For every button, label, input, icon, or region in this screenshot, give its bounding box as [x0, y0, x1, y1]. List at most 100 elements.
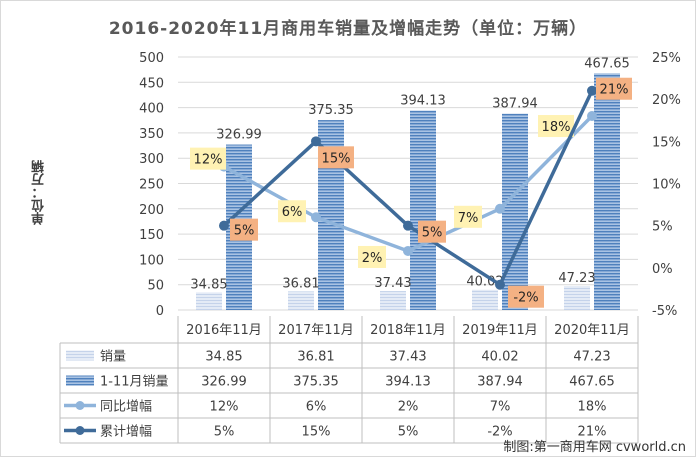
cumulative-growth-label-box [230, 218, 258, 241]
yoy-growth-point [311, 212, 321, 223]
table-cell: 6% [306, 400, 327, 415]
cumulative-growth-label-box [418, 220, 446, 243]
yoy-growth-label-box [190, 147, 226, 170]
yoy-growth-point [403, 245, 413, 256]
table-cell: 387.94 [477, 375, 523, 390]
cumulative-growth-point [311, 136, 321, 147]
cumulative-growth-point [403, 220, 413, 231]
category-label: 2018年11月 [370, 323, 446, 338]
table-cell: 18% [578, 400, 607, 415]
right-tick-label: -5% [652, 304, 677, 319]
cumulative-growth-label: -2% [513, 291, 538, 306]
legend-label: 累计增幅 [100, 425, 152, 440]
table-cell: 394.13 [385, 375, 431, 390]
left-tick-label: 50 [147, 279, 164, 294]
bar-sales [380, 291, 406, 310]
yoy-growth-label-box [358, 245, 386, 268]
left-tick-label: 150 [139, 228, 164, 243]
yoy-growth-label: 12% [194, 153, 223, 168]
legend-key-marker [75, 401, 85, 410]
cumulative-growth-label: 21% [600, 83, 629, 98]
bar-cumulative-sales [502, 113, 528, 310]
legend-key [66, 375, 94, 386]
table-cell: 7% [490, 400, 511, 415]
yoy-growth-point [495, 203, 505, 214]
table-cell: -2% [487, 425, 512, 440]
right-tick-label: 5% [652, 220, 673, 235]
cumulative-growth-label: 5% [422, 226, 443, 241]
left-tick-label: 250 [139, 178, 164, 193]
bar-cumulative-sales [594, 73, 620, 310]
category-label: 2016年11月 [186, 323, 262, 338]
right-tick-label: 20% [652, 93, 681, 108]
left-tick-label: 100 [139, 253, 164, 268]
yoy-growth-label-box [278, 200, 306, 223]
cumulative-growth-label: 5% [234, 224, 255, 239]
left-tick-label: 300 [139, 152, 164, 167]
yoy-growth-label: 18% [542, 120, 571, 135]
table-cell: 326.99 [201, 375, 247, 390]
legend-key-marker [75, 426, 85, 435]
yoy-growth-label: 6% [282, 205, 303, 220]
table-cell: 2% [398, 400, 419, 415]
table-cell: 15% [302, 425, 331, 440]
yoy-growth-point [587, 111, 597, 122]
table-cell: 34.85 [205, 350, 242, 365]
bar-cumulative-sales-label: 326.99 [216, 128, 262, 143]
legend-label: 同比增幅 [100, 400, 152, 415]
bar-sales [288, 291, 314, 310]
category-label: 2019年11月 [462, 323, 538, 338]
bar-cumulative-sales [410, 110, 436, 310]
right-tick-label: 15% [652, 135, 681, 150]
left-tick-label: 0 [156, 304, 164, 319]
yoy-growth-label-box [454, 205, 482, 228]
legend-label: 1-11月销量 [100, 375, 169, 390]
right-tick-label: 25% [652, 51, 681, 66]
cumulative-growth-label-box [596, 77, 632, 100]
cumulative-growth-label-box [318, 146, 354, 169]
chart-title: 2016-2020年11月商用车销量及增幅走势（单位：万辆） [108, 19, 588, 39]
bar-cumulative-sales-label: 375.35 [308, 103, 354, 118]
bar-sales-label: 34.85 [190, 277, 227, 292]
right-tick-label: 0% [652, 262, 673, 277]
left-tick-label: 350 [139, 127, 164, 142]
table-cell: 12% [210, 400, 239, 415]
cumulative-growth-point [587, 85, 597, 96]
legend-key [66, 350, 94, 361]
bar-sales-label: 37.43 [374, 276, 411, 291]
table-cell: 5% [398, 425, 419, 440]
table-cell: 467.65 [569, 375, 615, 390]
table-cell: 21% [578, 425, 607, 440]
table-cell: 5% [214, 425, 235, 440]
bar-cumulative-sales-label: 467.65 [584, 56, 630, 71]
bar-sales [472, 289, 498, 310]
yoy-growth-label-box [538, 115, 574, 138]
yoy-growth-label: 7% [458, 211, 479, 226]
bar-sales-label: 47.23 [558, 271, 595, 286]
category-label: 2020年11月 [554, 323, 630, 338]
yoy-growth-label: 2% [362, 251, 383, 266]
table-cell: 375.35 [293, 375, 339, 390]
bar-cumulative-sales-label: 387.94 [492, 97, 538, 112]
cumulative-growth-point [495, 279, 505, 290]
table-cell: 40.02 [481, 350, 518, 365]
table-cell: 37.43 [389, 350, 426, 365]
right-tick-label: 10% [652, 178, 681, 193]
bar-sales [196, 292, 222, 310]
left-tick-label: 500 [139, 51, 164, 66]
table-cell: 36.81 [297, 350, 334, 365]
bar-cumulative-sales-label: 394.13 [400, 94, 446, 109]
chart-credit: 制图:第一商用车网 cvworld.cn [503, 440, 686, 455]
left-tick-label: 400 [139, 102, 164, 117]
cumulative-growth-label: 15% [322, 151, 351, 166]
bar-sales [564, 286, 590, 310]
left-tick-label: 200 [139, 203, 164, 218]
left-tick-label: 450 [139, 76, 164, 91]
bar-sales-label: 40.02 [466, 275, 503, 290]
bar-sales-label: 36.81 [282, 276, 319, 291]
table-cell: 47.23 [573, 350, 610, 365]
legend-label: 销量 [100, 350, 126, 365]
cumulative-growth-label-box [508, 285, 544, 308]
category-label: 2017年11月 [278, 323, 354, 338]
